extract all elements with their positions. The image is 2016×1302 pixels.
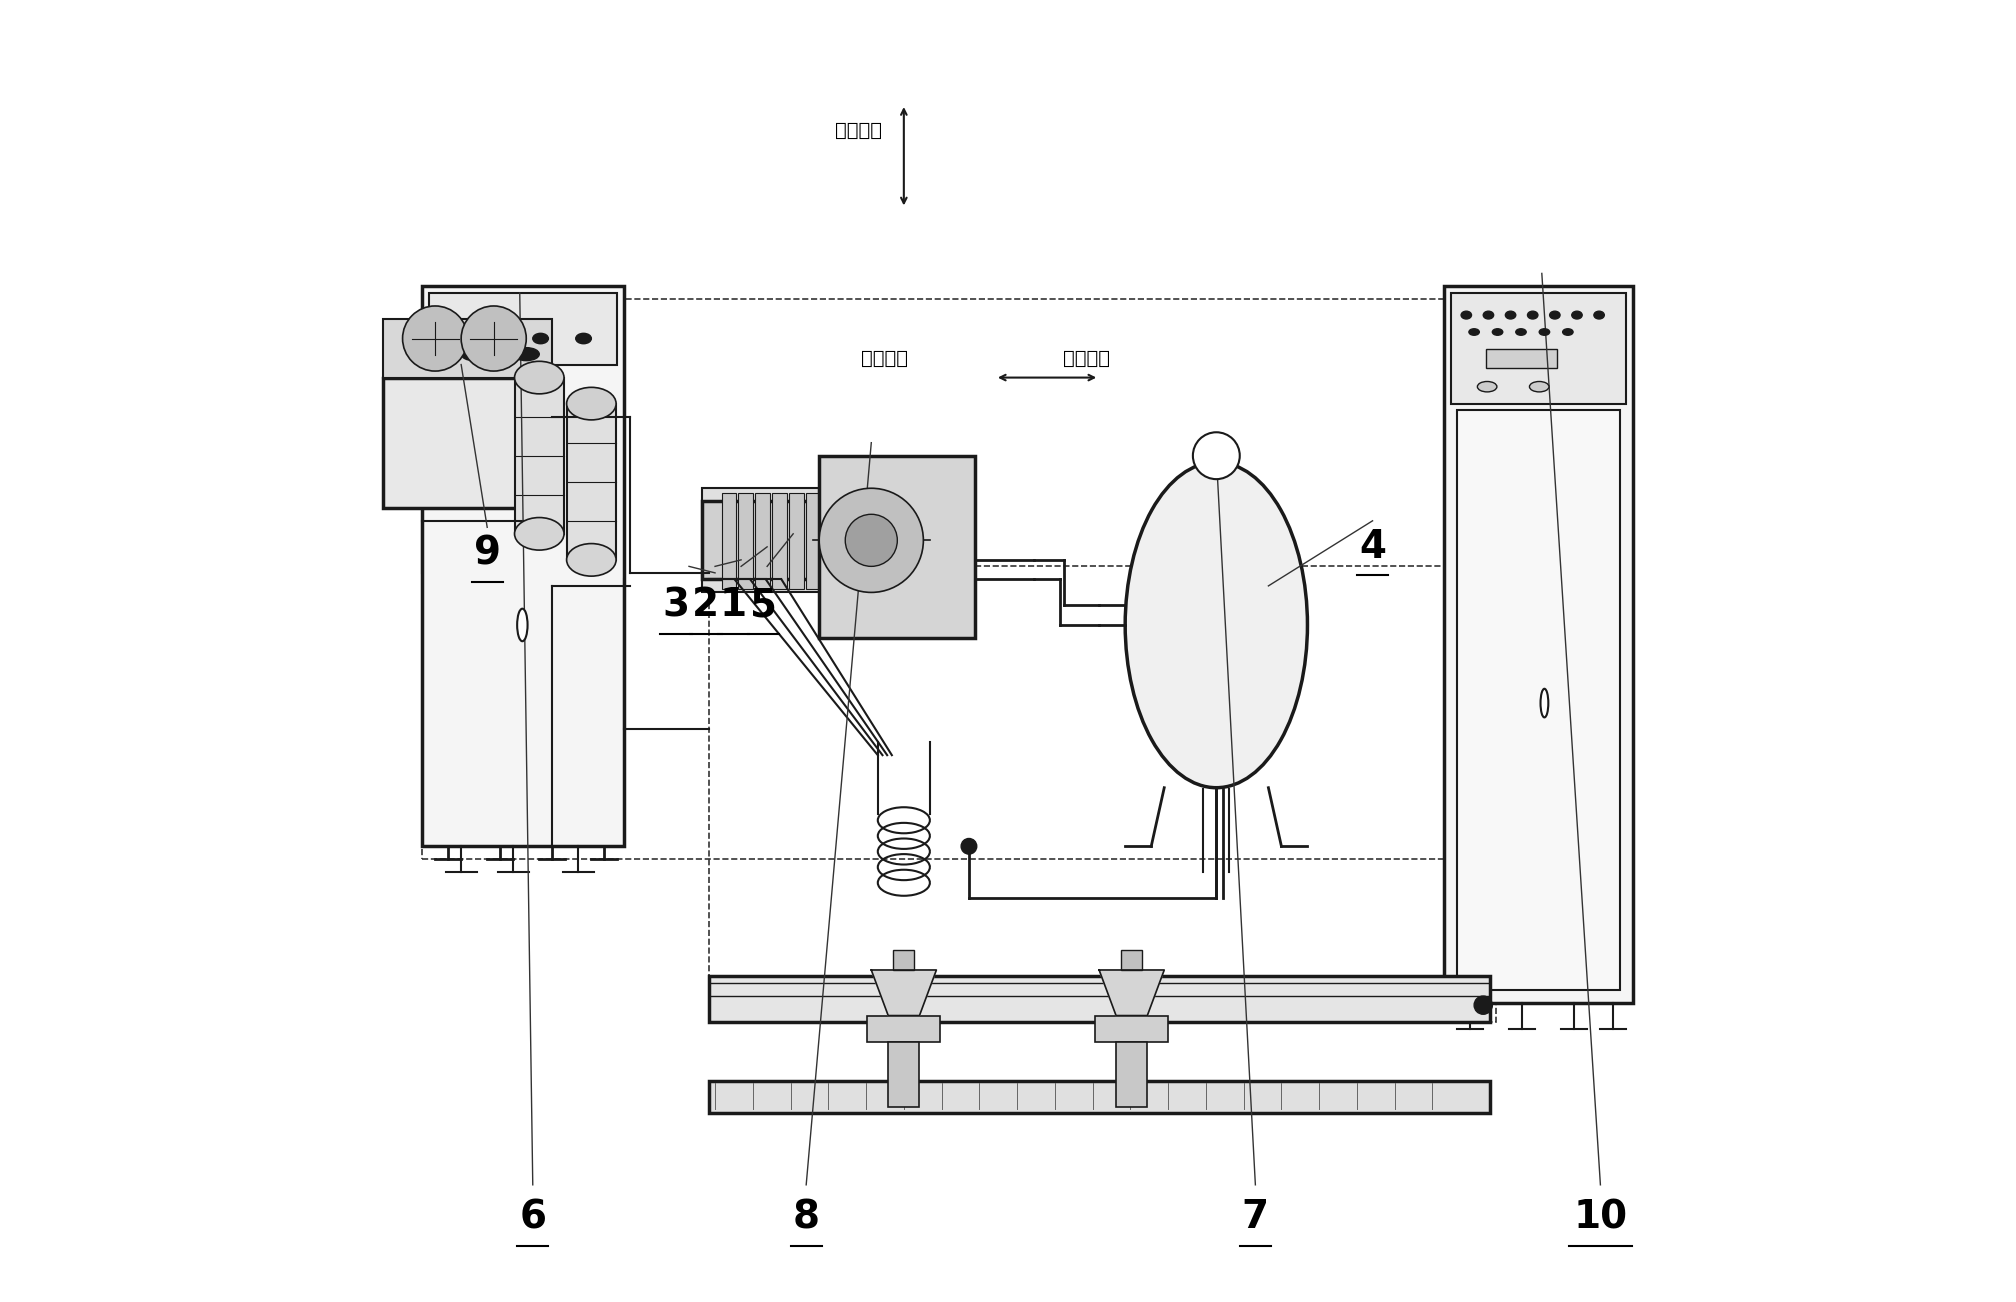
Bar <box>893 950 913 970</box>
Bar <box>708 1081 1490 1113</box>
Circle shape <box>403 306 468 371</box>
Circle shape <box>845 514 897 566</box>
Bar <box>867 1016 939 1042</box>
Ellipse shape <box>1572 311 1583 319</box>
Circle shape <box>818 488 923 592</box>
Ellipse shape <box>1125 462 1308 788</box>
Bar <box>738 493 752 589</box>
Circle shape <box>1193 432 1240 479</box>
Ellipse shape <box>448 333 462 344</box>
Bar <box>1095 1016 1167 1042</box>
Ellipse shape <box>514 517 564 549</box>
Ellipse shape <box>1550 311 1560 319</box>
Polygon shape <box>1099 970 1165 1016</box>
Bar <box>722 493 736 589</box>
Text: 10: 10 <box>1572 1198 1627 1237</box>
Circle shape <box>462 306 526 371</box>
Circle shape <box>1474 996 1492 1014</box>
Bar <box>806 493 821 589</box>
Text: 3: 3 <box>663 586 689 625</box>
Bar <box>429 293 617 365</box>
Bar <box>1452 293 1627 404</box>
Text: 9: 9 <box>474 534 500 573</box>
Polygon shape <box>871 970 935 1016</box>
Ellipse shape <box>462 348 488 361</box>
Bar <box>708 976 1490 1022</box>
Ellipse shape <box>577 333 591 344</box>
Bar <box>756 493 770 589</box>
Bar <box>514 378 564 534</box>
Bar <box>708 566 1496 1022</box>
Text: 5: 5 <box>750 586 776 625</box>
Bar <box>421 286 623 846</box>
Text: 工件基体: 工件基体 <box>861 349 907 367</box>
Ellipse shape <box>1540 328 1550 335</box>
Text: 4: 4 <box>1359 527 1387 566</box>
Ellipse shape <box>1492 328 1502 335</box>
Bar <box>818 456 976 638</box>
Ellipse shape <box>1530 381 1548 392</box>
Ellipse shape <box>490 333 506 344</box>
Bar <box>790 493 804 589</box>
Ellipse shape <box>1540 689 1548 717</box>
Text: 上下运动: 上下运动 <box>835 121 881 139</box>
Ellipse shape <box>532 333 548 344</box>
Ellipse shape <box>1506 311 1516 319</box>
Ellipse shape <box>514 362 564 393</box>
Text: 6: 6 <box>520 1198 546 1237</box>
Text: 2: 2 <box>691 586 720 625</box>
Bar <box>383 378 552 508</box>
Ellipse shape <box>1528 311 1538 319</box>
Ellipse shape <box>1484 311 1494 319</box>
Ellipse shape <box>1462 311 1472 319</box>
Ellipse shape <box>1562 328 1572 335</box>
Ellipse shape <box>514 348 538 361</box>
Bar <box>1443 286 1633 1003</box>
Ellipse shape <box>1516 328 1526 335</box>
Ellipse shape <box>1595 311 1605 319</box>
Bar <box>889 1042 919 1107</box>
Text: 1: 1 <box>720 586 746 625</box>
Bar <box>566 404 617 560</box>
Bar <box>1117 1042 1147 1107</box>
Text: 左右运动: 左右运动 <box>1062 349 1109 367</box>
Bar <box>1458 410 1621 990</box>
Bar <box>421 299 1458 859</box>
Bar <box>1121 950 1143 970</box>
Ellipse shape <box>518 608 528 641</box>
Ellipse shape <box>1478 381 1498 392</box>
Circle shape <box>962 838 976 854</box>
Bar <box>702 488 818 592</box>
Ellipse shape <box>566 544 617 575</box>
Text: 7: 7 <box>1242 1198 1268 1237</box>
Ellipse shape <box>1470 328 1480 335</box>
Bar <box>1486 349 1558 368</box>
Bar <box>702 501 818 579</box>
Bar <box>772 493 786 589</box>
Text: 8: 8 <box>792 1198 821 1237</box>
Bar <box>383 319 552 378</box>
Ellipse shape <box>566 388 617 421</box>
